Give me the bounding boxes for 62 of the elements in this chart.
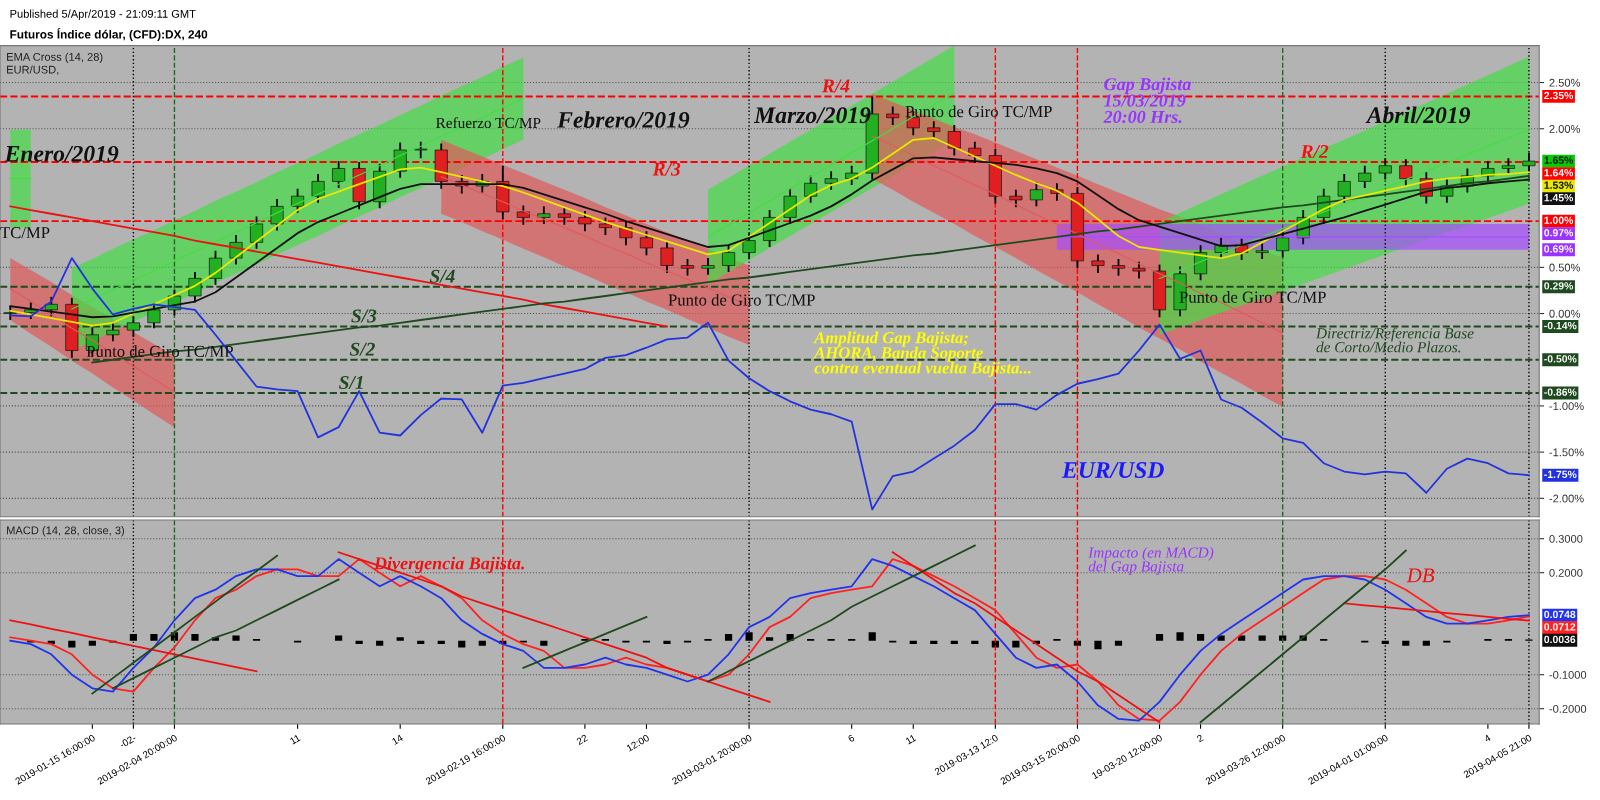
y-tick-label: 0.00% [1549,309,1581,318]
annotation: 1.45% [1544,194,1574,202]
annotation: S/1 [338,375,363,390]
annotation: Punto de Giro TC/MP [668,293,815,306]
annotation: 0.0712 [1544,623,1576,631]
y-tick-label: -2.00% [1549,494,1584,503]
annotation: EUR/USD [1061,462,1164,478]
annotation: R/2 [1300,145,1329,159]
y-tick-label: 2.00% [1549,125,1581,133]
annotation: EUR/USD, [7,65,59,75]
x-tick-label: -02- [118,734,137,749]
annotation: -1.75% [1544,470,1577,479]
x-tick-label: 11 [289,734,301,745]
annotation: 0.97% [1544,229,1574,237]
y-tick-label: -0.2000 [1549,704,1587,713]
y-tick-label: 0.50% [1549,263,1581,272]
y-tick-label: 0.2000 [1549,568,1583,577]
annotation: 0.0036 [1544,635,1576,644]
y-tick-label: 2.50% [1549,78,1581,87]
annotation: R/4 [821,79,850,93]
x-tick-label: 22 [576,734,588,745]
ref-line-label: 1.00% [1544,216,1574,224]
x-tick-label: 14 [391,734,404,745]
y-tick-label: -0.1000 [1549,670,1587,679]
chart-subtitle: Published 5/Apr/2019 - 21:09:11 GMT [10,9,196,20]
annotation: 1.53% [1544,181,1574,189]
annotation: Divergencia Bajista. [373,556,525,574]
x-tick-label: 6 [847,734,855,743]
ref-line-label: 2.35% [1544,91,1574,100]
annotation: 0.69% [1544,245,1574,253]
annotation: Directriz/Referencia Base de Corto/Medio Plazos. [1315,327,1474,353]
annotation: Abril/2019 [1365,106,1471,124]
annotation: Enero/2019 [4,145,119,162]
annotation: 1.65% [1544,156,1574,164]
y-tick-label: -1.50% [1549,448,1584,457]
text: MACD (14, 28, close, 3) [7,526,125,537]
annotation: Refuerzo TC/MP [436,117,541,129]
annotation: Impacto (en MACD) del Gap Bajista [1088,546,1214,575]
annotation: S/4 [429,269,455,283]
y-tick-label: -1.00% [1549,402,1584,411]
ref-line-label: 1.64% [1544,169,1574,177]
annotation: R/3 [652,162,681,176]
annotation: TC/MP [0,227,50,239]
annotation: 0.0748 [1544,610,1576,619]
annotation: Punto de Giro TC/MP [905,105,1052,118]
y-tick-label: 0.3000 [1549,534,1583,543]
ref-line-label: -0.86% [1544,388,1577,396]
annotation: Amplitud Gap Bajista; AHORA, Banda Soporte contra eventual vuelta Bajista... [813,331,1031,377]
annotation: Febrero/2019 [557,111,690,128]
ref-line-label: -0.50% [1544,355,1577,363]
ref-line-label: -0.14% [1544,321,1577,330]
x-tick-label: 11 [905,734,917,745]
ref-line-label: 0.29% [1544,282,1574,290]
annotation: S/2 [349,342,375,356]
annotation: Marzo/2019 [753,107,871,124]
annotation: EMA Cross (14, 28) [7,52,103,64]
x-tick-label: 4 [1483,734,1492,743]
annotation: DB [1406,568,1435,583]
annotation: S/3 [351,309,377,323]
chart-title: Futuros Índice dólar, (CFD):DX, 240 [10,28,208,41]
annotation: Gap Bajista 15/03/2019 20:00 Hrs. [1103,77,1191,124]
x-tick-label: 2 [1196,734,1204,743]
